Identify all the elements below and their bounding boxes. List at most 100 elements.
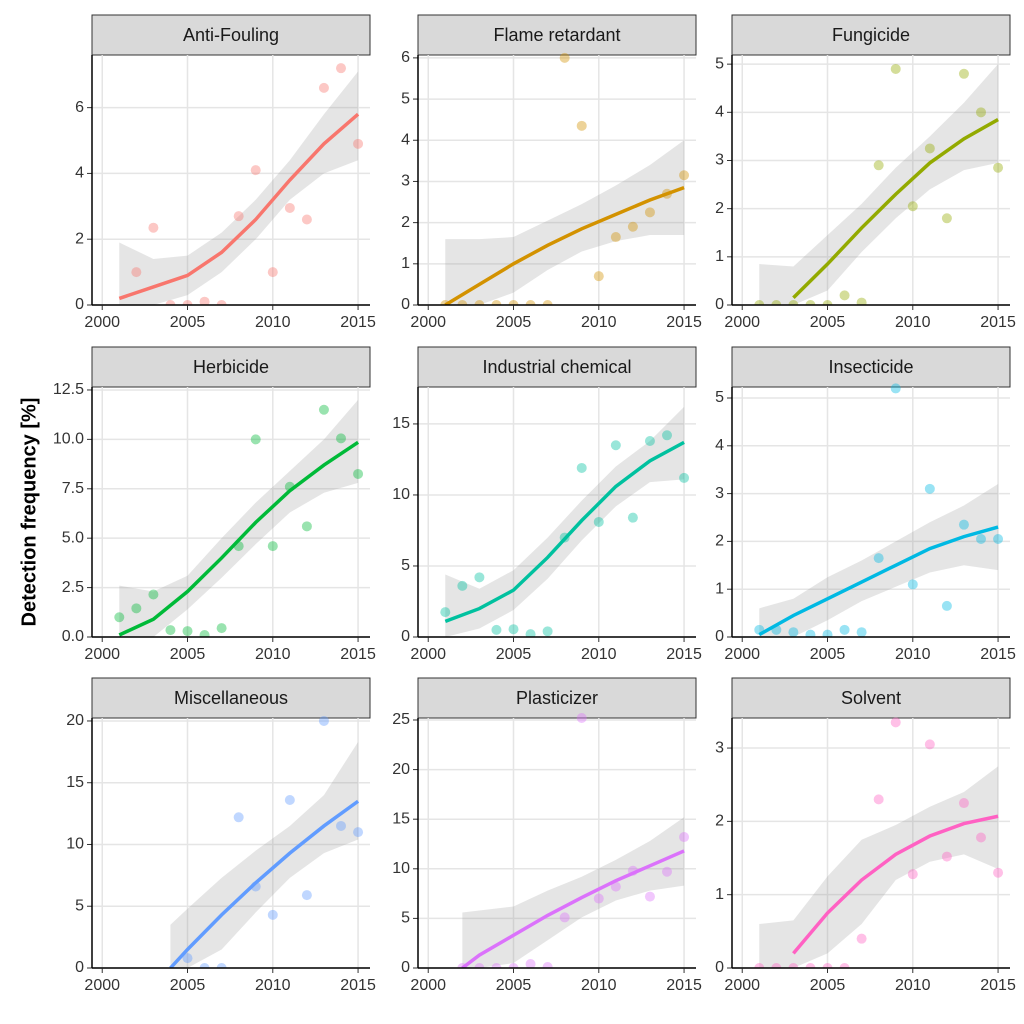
data-point [353,138,364,149]
data-point [318,715,329,726]
data-point [679,832,690,843]
x-tick-label: 2010 [255,646,291,663]
y-tick-label: 0 [715,628,724,645]
panel-title: Plasticizer [516,688,598,708]
data-point [610,232,621,243]
x-tick-label: 2010 [895,646,931,663]
plot-area [440,52,690,305]
data-point [336,63,347,74]
data-point [771,300,782,305]
data-point [576,713,587,723]
strip [731,14,1011,56]
data-point [525,629,536,637]
x-tick-label: 2015 [666,314,702,331]
y-tick-label: 15 [392,810,410,827]
strip [91,14,371,56]
panel-title: Flame retardant [493,25,620,45]
data-point [993,534,1004,545]
data-point [627,512,638,523]
y-tick-label: 1 [715,248,724,265]
data-point [644,435,655,446]
y-tick-label: 2 [715,200,724,217]
data-point [890,63,901,74]
data-point [542,300,553,305]
data-point [491,624,502,635]
data-point [250,165,261,176]
data-point [267,909,278,920]
x-tick-label: 2005 [810,646,846,663]
data-point [165,625,176,636]
x-tick-label: 2015 [666,646,702,663]
data-point [771,963,782,968]
data-point [457,300,468,305]
y-tick-label: 0 [401,959,410,976]
data-point [336,820,347,831]
data-point [873,553,884,564]
plot-area [169,715,364,968]
x-tick-label: 2010 [581,977,617,994]
data-point [284,202,295,213]
data-point [559,52,570,63]
y-tick-label: 4 [715,104,724,121]
x-tick-label: 2015 [666,977,702,994]
data-point [662,430,673,441]
data-point [474,572,485,583]
y-tick-label: 5 [715,389,724,406]
x-tick-label: 2000 [724,646,760,663]
data-point [788,300,799,305]
data-point [576,120,587,131]
y-tick-label: 1 [401,255,410,272]
data-point [788,627,799,637]
confidence-band [445,406,685,637]
y-tick-label: 3 [715,152,724,169]
x-tick-label: 2015 [980,314,1016,331]
data-point [644,207,655,218]
data-point [318,404,329,415]
data-point [976,534,987,545]
x-tick-label: 2005 [496,646,532,663]
y-tick-label: 2 [715,813,724,830]
data-point [627,221,638,232]
x-tick-label: 2005 [170,646,206,663]
x-tick-label: 2010 [895,314,931,331]
plot-area [440,406,690,637]
y-tick-label: 3 [401,173,410,190]
y-tick-label: 2.5 [62,579,84,596]
data-point [976,832,987,843]
data-point [525,300,536,305]
data-point [199,630,210,637]
x-tick-label: 2000 [84,314,120,331]
panel-title: Industrial chemical [482,357,631,377]
x-tick-label: 2000 [84,646,120,663]
data-point [610,881,621,892]
data-point [576,462,587,473]
data-point [890,717,901,728]
data-point [958,519,969,530]
y-tick-label: 2 [401,214,410,231]
data-point [182,953,193,964]
data-point [993,867,1004,878]
data-point [788,963,799,968]
data-point [593,893,604,904]
data-point [508,300,519,305]
x-tick-label: 2005 [170,314,206,331]
y-axis-label: Detection frequency [%] [18,398,40,627]
y-tick-label: 0 [715,959,724,976]
data-point [679,472,690,483]
y-tick-label: 0 [75,959,84,976]
y-tick-label: 7.5 [62,480,84,497]
x-tick-label: 2000 [84,977,120,994]
confidence-band [462,817,685,968]
data-point [233,812,244,823]
panel-title: Miscellaneous [174,688,288,708]
data-point [301,521,312,532]
data-point [267,541,278,552]
plot-area [118,63,364,305]
x-tick-label: 2005 [496,314,532,331]
data-point [907,201,918,212]
fit-line [758,525,999,637]
data-point [822,629,833,637]
plot-area [457,713,690,968]
data-point [941,213,952,224]
